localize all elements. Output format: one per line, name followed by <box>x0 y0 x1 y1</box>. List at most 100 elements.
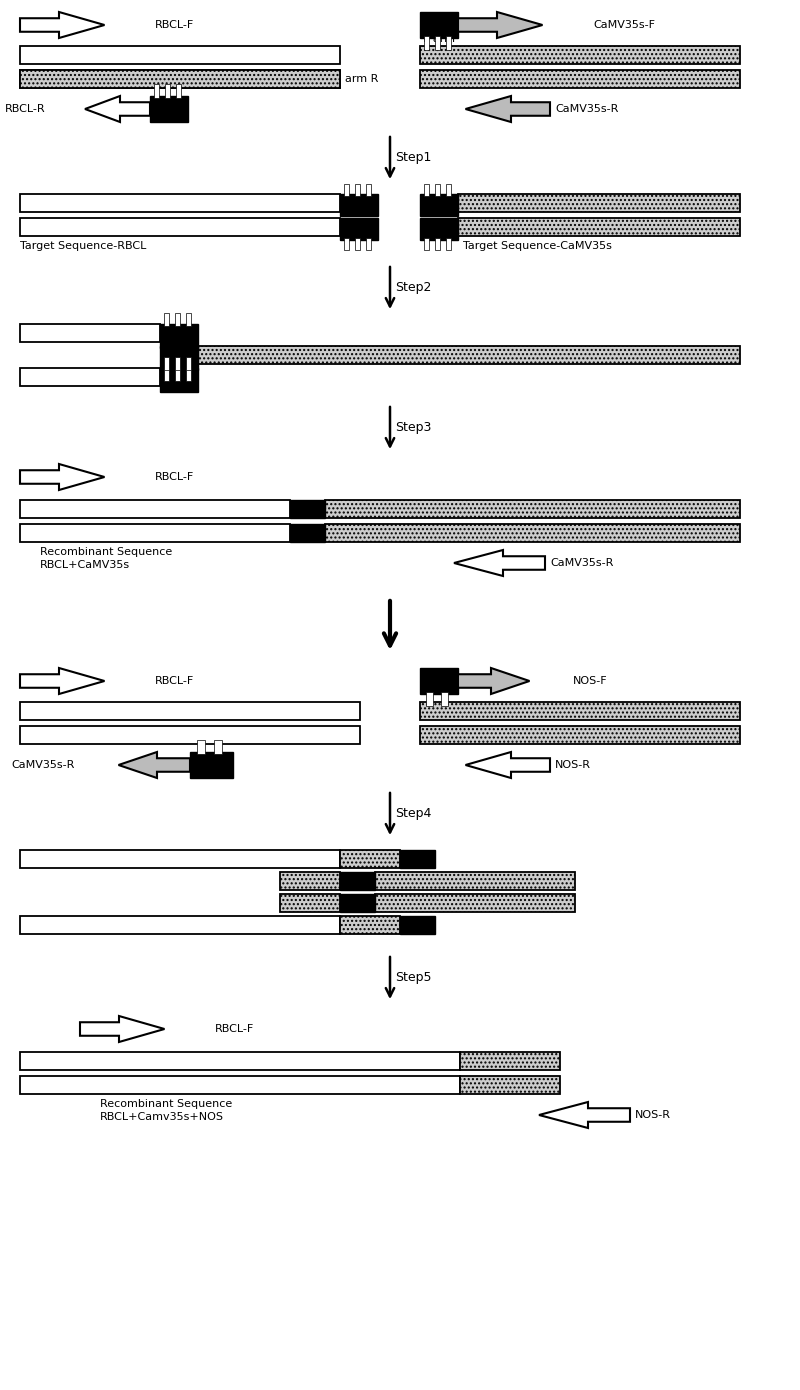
Bar <box>20 324 160 342</box>
Bar <box>290 500 325 518</box>
FancyArrow shape <box>466 752 550 778</box>
Text: Step3: Step3 <box>395 421 431 435</box>
Bar <box>20 851 340 867</box>
Bar <box>20 702 360 720</box>
Bar <box>460 1052 560 1070</box>
FancyArrow shape <box>454 550 545 575</box>
Bar <box>426 692 433 706</box>
Bar <box>176 83 181 99</box>
Bar <box>186 368 191 381</box>
Text: RBCL+Camv35s+NOS: RBCL+Camv35s+NOS <box>100 1112 224 1122</box>
Bar <box>340 894 375 912</box>
Text: RBCL+CaMV35s: RBCL+CaMV35s <box>40 560 130 570</box>
Bar <box>458 195 740 213</box>
Bar <box>420 702 740 720</box>
Bar <box>420 669 458 694</box>
Bar <box>400 851 435 867</box>
Bar <box>355 183 360 196</box>
Bar <box>435 36 440 50</box>
Bar <box>424 36 430 50</box>
Text: CaMV35s-F: CaMV35s-F <box>593 19 655 31</box>
Bar <box>165 83 170 99</box>
Bar <box>164 368 170 381</box>
Text: Recombinant Sequence: Recombinant Sequence <box>40 548 172 557</box>
Bar <box>164 357 170 370</box>
Bar <box>366 238 371 250</box>
FancyArrow shape <box>20 464 105 491</box>
Bar <box>420 218 458 240</box>
Bar <box>160 368 198 392</box>
Bar <box>420 726 740 744</box>
Text: Target Sequence-RBCL: Target Sequence-RBCL <box>20 240 146 252</box>
Text: CaMV35s-R: CaMV35s-R <box>555 104 618 114</box>
Text: RBCL-R: RBCL-R <box>4 104 45 114</box>
Bar <box>20 70 340 88</box>
Text: NOS-R: NOS-R <box>555 760 591 770</box>
FancyArrow shape <box>539 1102 630 1129</box>
Text: Step1: Step1 <box>395 152 431 164</box>
Bar <box>424 238 430 250</box>
Bar <box>435 238 440 250</box>
FancyArrow shape <box>118 752 190 778</box>
FancyArrow shape <box>85 96 150 122</box>
Bar <box>446 183 451 196</box>
Bar <box>20 916 340 934</box>
Text: Recombinant Sequence: Recombinant Sequence <box>100 1099 232 1109</box>
Bar <box>20 1076 460 1094</box>
FancyArrow shape <box>20 669 105 694</box>
Bar <box>420 195 458 215</box>
Bar <box>366 183 371 196</box>
Bar <box>20 195 340 213</box>
Text: F arm: F arm <box>423 33 455 44</box>
Bar <box>420 46 740 64</box>
Text: Step5: Step5 <box>395 972 431 984</box>
FancyArrow shape <box>458 669 530 694</box>
Text: NOS-R: NOS-R <box>635 1111 671 1120</box>
Text: RBCL-F: RBCL-F <box>155 473 194 482</box>
Bar <box>20 1052 460 1070</box>
Text: NOS-F: NOS-F <box>573 676 608 687</box>
Text: CaMV35s-R: CaMV35s-R <box>550 557 614 569</box>
Bar <box>190 752 233 778</box>
Bar <box>340 872 375 890</box>
Text: RBCL-F: RBCL-F <box>215 1024 254 1034</box>
Bar <box>325 524 740 542</box>
Bar <box>375 872 575 890</box>
Bar <box>20 524 290 542</box>
Bar <box>340 916 400 934</box>
Bar <box>340 851 400 867</box>
FancyArrow shape <box>466 96 550 122</box>
Text: RBCL-F: RBCL-F <box>155 19 194 31</box>
Bar <box>175 357 180 370</box>
Bar <box>442 692 448 706</box>
Text: Target Sequence-CaMV35s: Target Sequence-CaMV35s <box>463 240 612 252</box>
Bar <box>420 70 740 88</box>
Bar <box>20 46 340 64</box>
Bar <box>340 195 378 215</box>
Bar <box>460 1076 560 1094</box>
Bar <box>164 313 170 327</box>
Text: Step4: Step4 <box>395 808 431 820</box>
Bar <box>375 894 575 912</box>
Bar <box>186 313 191 327</box>
FancyArrow shape <box>80 1016 165 1042</box>
Bar <box>20 500 290 518</box>
Bar <box>280 894 340 912</box>
Bar <box>280 872 340 890</box>
Bar <box>20 726 360 744</box>
Bar <box>197 739 205 753</box>
Bar <box>344 183 350 196</box>
Bar <box>446 36 451 50</box>
Bar <box>20 368 160 386</box>
Bar <box>154 83 159 99</box>
Bar <box>186 357 191 370</box>
Bar <box>160 324 198 348</box>
Bar <box>175 313 180 327</box>
Bar <box>446 238 451 250</box>
Bar <box>355 238 360 250</box>
Bar <box>435 183 440 196</box>
FancyArrow shape <box>20 13 105 38</box>
Bar <box>175 368 180 381</box>
Bar <box>400 916 435 934</box>
Text: arm R: arm R <box>345 74 378 83</box>
